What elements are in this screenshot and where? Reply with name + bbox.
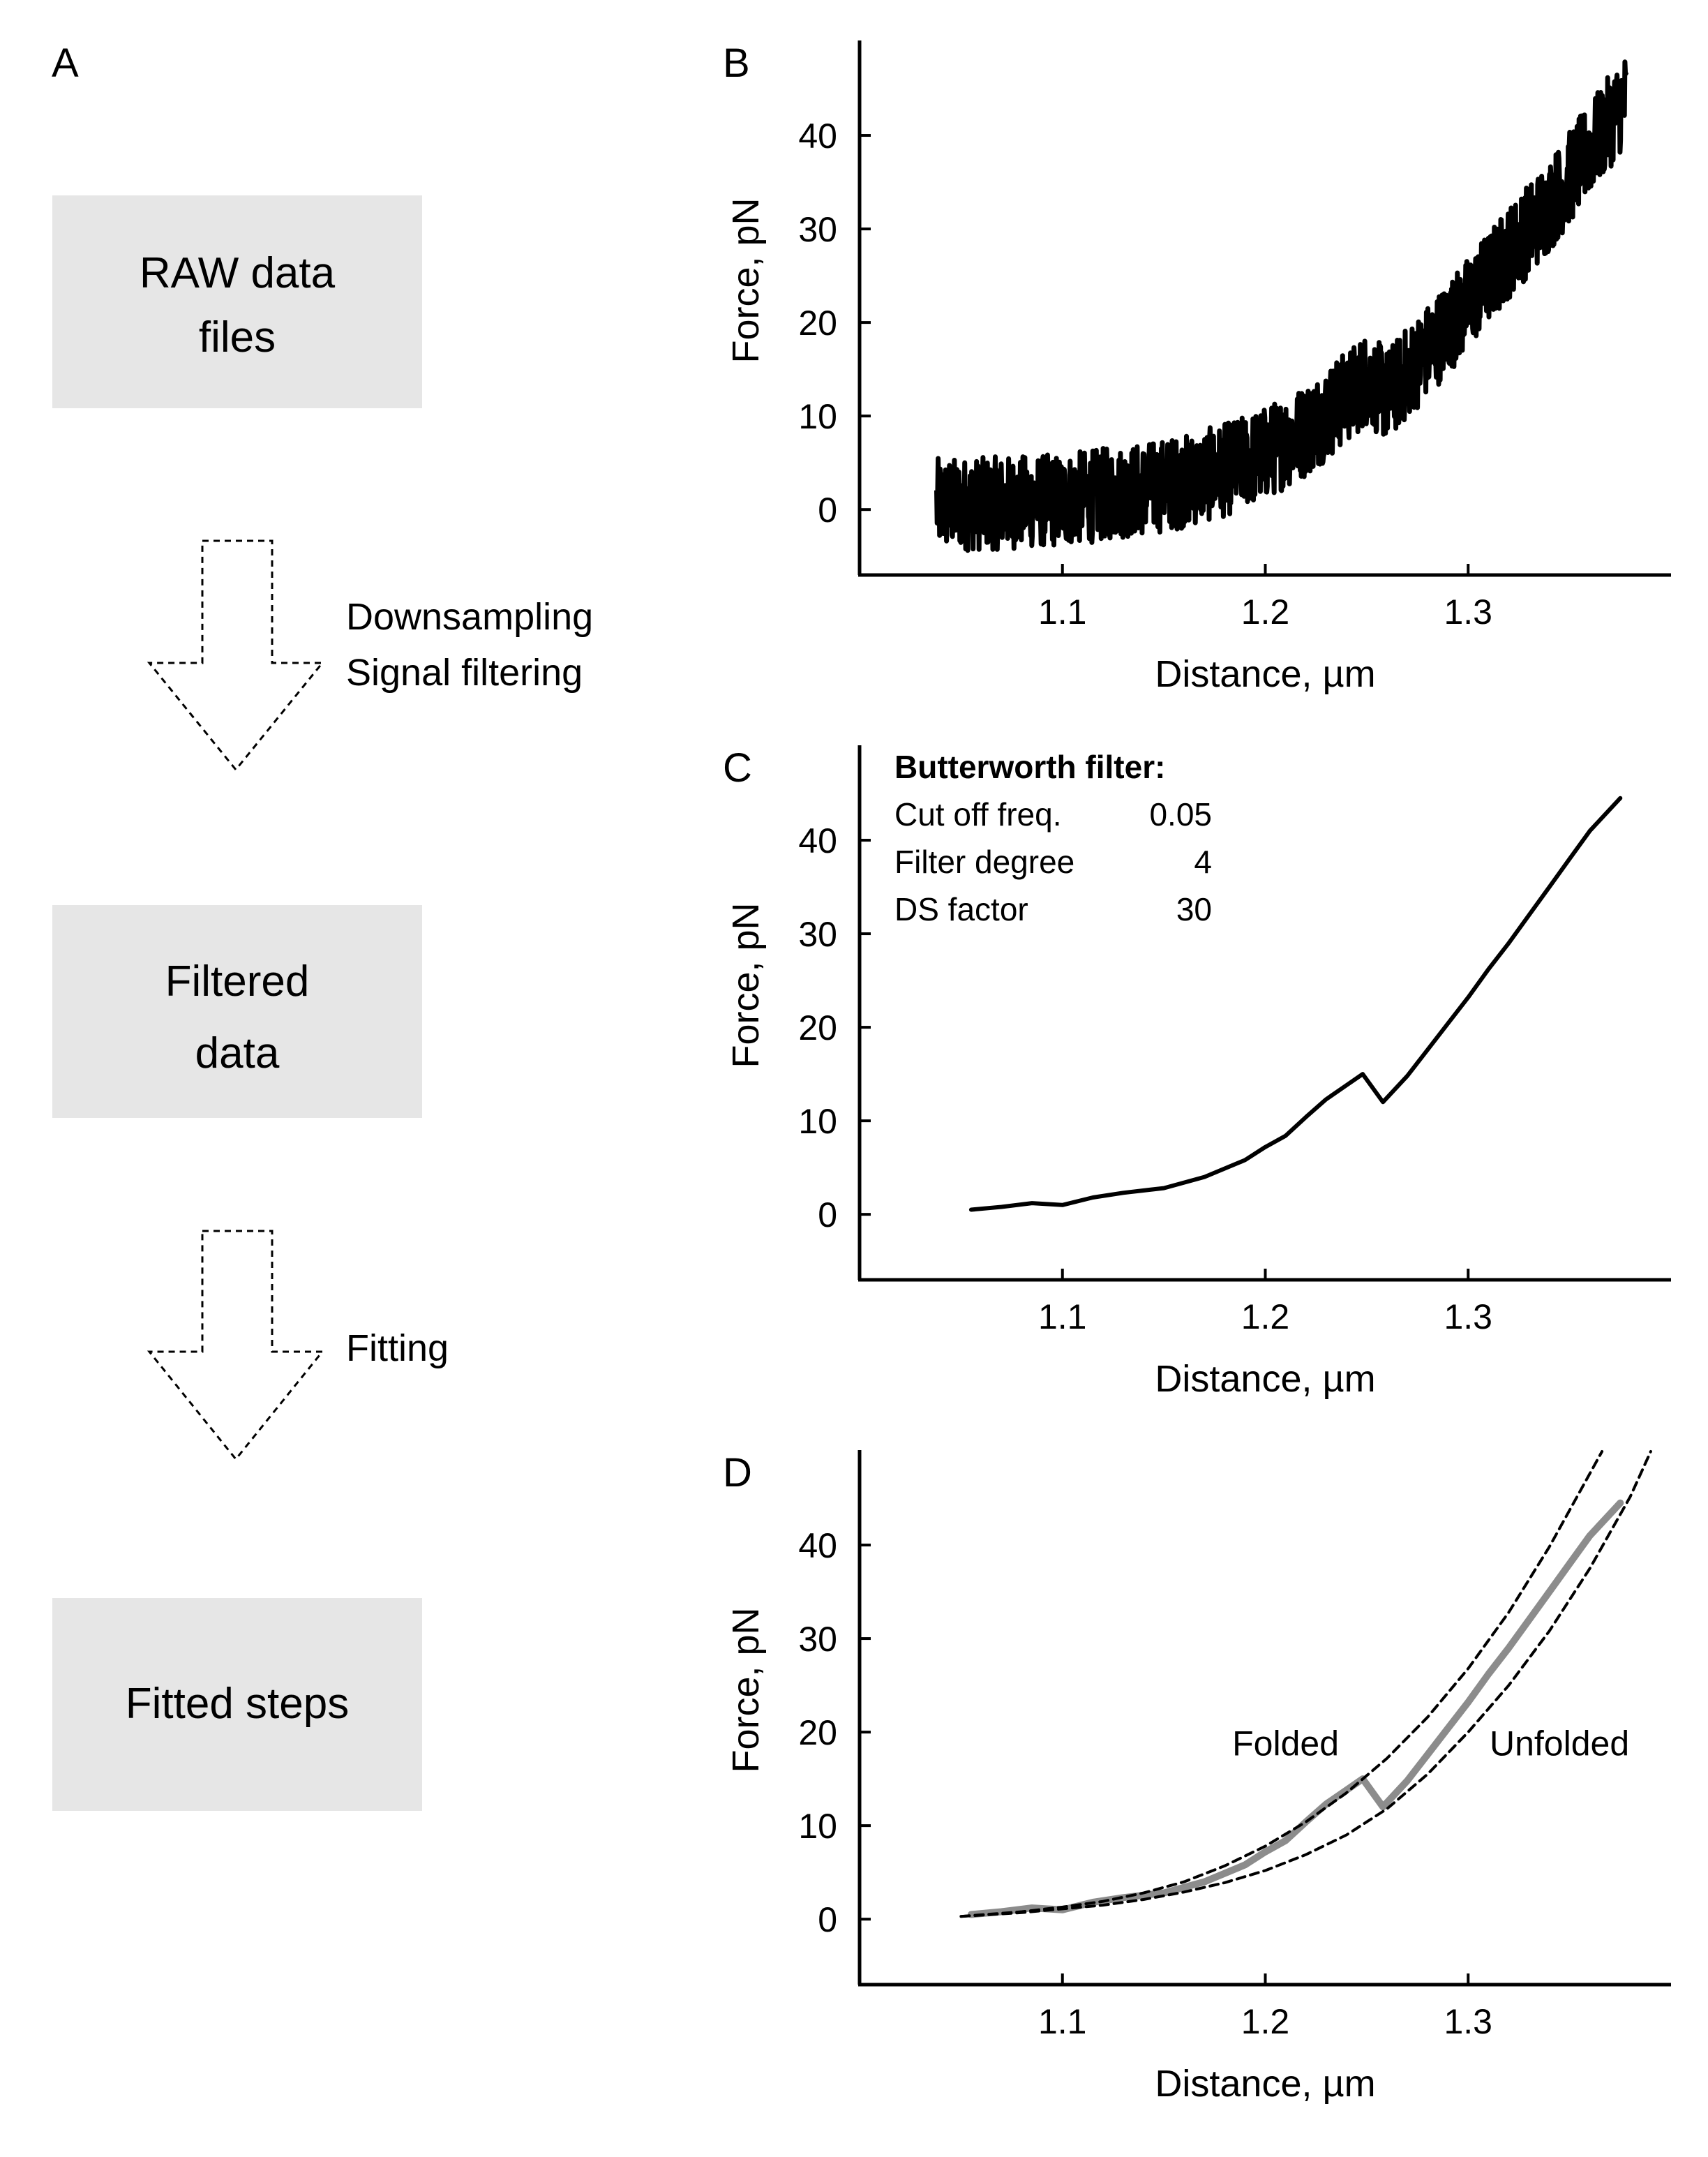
panel-c-x-tick-label: 1.1: [1038, 1297, 1087, 1336]
box-filtered-data-line2: data: [195, 1029, 280, 1077]
panel-c-letter: C: [723, 745, 752, 791]
panel-b-y-tick-label: 10: [798, 397, 837, 436]
panel-a: A RAW data files Downsampling Signal fil…: [52, 40, 593, 1811]
panel-c-legend-row-value: 0.05: [1149, 796, 1212, 833]
panel-d-y-tick-label: 40: [798, 1526, 837, 1565]
box-raw-data-line2: files: [199, 313, 276, 361]
panel-b-y-tick-label: 0: [818, 491, 837, 530]
arrow-1-label-line2: Signal filtering: [346, 652, 583, 694]
panel-b-series-raw-signal: [934, 59, 1629, 553]
panel-c-legend-row-value: 30: [1176, 891, 1212, 927]
panel-c-legend-row-value: 4: [1194, 844, 1212, 880]
panel-b-y-tick-label: 40: [798, 117, 837, 156]
box-raw-data-line1: RAW data: [140, 249, 336, 297]
chart-panel-c: C 1.1 1.2 1.3 0 10 20 30 40 Distance, µm Force, pN…: [723, 745, 1671, 1400]
panel-b-x-tick-label: 1.1: [1038, 592, 1087, 632]
panel-c-y-tick-label: 0: [818, 1195, 837, 1234]
chart-panel-b: B 1.1 1.2 1.3 0 10 20 30 40 Distance, µm Force, pN: [723, 40, 1671, 695]
panel-d-letter: D: [723, 1450, 752, 1495]
panel-b-x-tick-label: 1.3: [1444, 592, 1492, 632]
panel-c-x-axis-label: Distance, µm: [1155, 1358, 1375, 1400]
panel-d-y-tick-label: 0: [818, 1900, 837, 1939]
box-fitted-steps-line1: Fitted steps: [126, 1680, 349, 1728]
panel-d-y-axis-label: Force, pN: [725, 1607, 767, 1772]
arrow-1-label-line1: Downsampling: [346, 596, 593, 638]
panel-c-legend-row-label: Filter degree: [894, 844, 1074, 880]
panel-letter-a: A: [52, 40, 79, 86]
panel-b-y-tick-label: 20: [798, 304, 837, 343]
panel-d-y-tick-label: 20: [798, 1713, 837, 1752]
panel-d-x-tick-label: 1.3: [1444, 2002, 1492, 2041]
panel-c-series-filtered: [968, 796, 1623, 1212]
box-filtered-data-line1: Filtered: [165, 957, 310, 1006]
panel-c-legend-title: Butterworth filter:: [894, 749, 1165, 785]
panel-d-y-tick-label: 10: [798, 1807, 837, 1846]
chart-panel-d: D 1.1 1.2 1.3 0 10 20 30 40 Distance, µm Force, pN…: [723, 1450, 1671, 2105]
panel-c-y-tick-label: 30: [798, 915, 837, 954]
arrow-1: [147, 539, 325, 772]
box-filtered-data: [52, 905, 422, 1118]
panel-d-annotation-unfolded: Unfolded: [1490, 1724, 1629, 1763]
panel-b-x-axis-label: Distance, µm: [1155, 653, 1375, 695]
panel-d-series-data: [967, 1499, 1624, 1918]
panel-b-x-tick-label: 1.2: [1241, 592, 1290, 632]
box-raw-data: [52, 195, 422, 408]
panel-c-y-tick-label: 10: [798, 1102, 837, 1141]
panel-d-series-unfolded-fit: [959, 1450, 1652, 1918]
panel-c-y-tick-label: 40: [798, 821, 837, 860]
panel-c-x-tick-label: 1.3: [1444, 1297, 1492, 1336]
panel-d-y-tick-label: 30: [798, 1620, 837, 1659]
panel-d-series-folded-fit: [959, 1450, 1604, 1918]
panel-c-x-tick-label: 1.2: [1241, 1297, 1290, 1336]
panel-c-y-tick-label: 20: [798, 1008, 837, 1047]
panel-b-y-axis-label: Force, pN: [725, 197, 767, 363]
arrow-2-label: Fitting: [346, 1327, 449, 1369]
panel-d-annotation-folded: Folded: [1232, 1724, 1339, 1763]
panel-d-x-tick-label: 1.2: [1241, 2002, 1290, 2041]
panel-c-legend-row-label: DS factor: [894, 891, 1028, 927]
box-fitted-steps: [52, 1598, 422, 1811]
panel-d-x-tick-label: 1.1: [1038, 2002, 1087, 2041]
panel-b-letter: B: [723, 40, 750, 86]
arrow-2: [147, 1230, 325, 1461]
panel-c-legend: Butterworth filter: Cut off freq. 0.05 Filt…: [894, 749, 1212, 927]
panel-b-y-tick-label: 30: [798, 210, 837, 249]
panel-d-x-axis-label: Distance, µm: [1155, 2063, 1375, 2105]
panel-c-legend-row-label: Cut off freq.: [894, 796, 1062, 833]
panel-c-y-axis-label: Force, pN: [725, 902, 767, 1068]
